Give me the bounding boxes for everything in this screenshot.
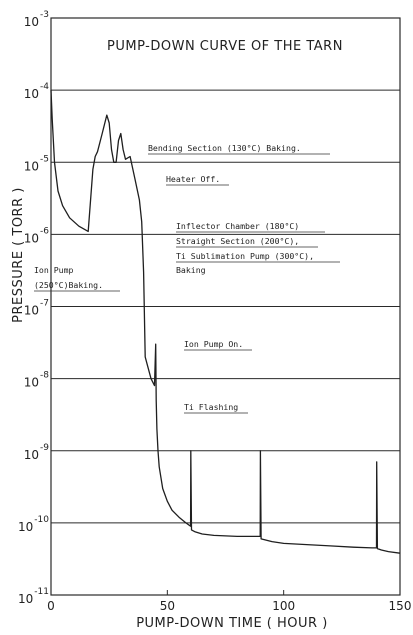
y-tick-exponent: -4: [40, 82, 49, 92]
annotation-heater-off: Heater Off.: [166, 174, 220, 184]
pressure-curve: [50, 90, 401, 554]
curve-layer: [50, 90, 401, 554]
annotation-bending-baking: Bending Section (130°C) Baking.: [148, 143, 301, 153]
annotation-inflector-line-4: Baking: [176, 265, 206, 275]
y-tick-label: 10: [24, 231, 39, 245]
x-tick-labels: 0 50 100 150: [47, 590, 411, 613]
annotation-ion-pump-line-2: (250°C)Baking.: [34, 280, 103, 290]
x-tick-label: 0: [47, 599, 55, 613]
y-tick-label: 10: [24, 15, 39, 29]
y-tick-label: 10: [24, 304, 39, 318]
y-tick-exponent: -3: [40, 10, 49, 20]
annotation-inflector-line-2: Straight Section (200°C),: [176, 236, 299, 246]
y-tick-exponent: -9: [40, 443, 49, 453]
y-tick-exponent: -8: [40, 371, 49, 381]
y-tick-exponent: -11: [34, 587, 49, 597]
y-tick-exponent: -6: [40, 226, 49, 236]
annotation-inflector-line-3: Ti Sublimation Pump (300°C),: [176, 251, 314, 261]
y-tick-exponent: -7: [40, 299, 49, 309]
annotation-ion-pump-on: Ion Pump On.: [184, 339, 243, 349]
x-tick-label: 50: [160, 599, 175, 613]
annotation-inflector-line-1: Inflector Chamber (180°C): [176, 221, 299, 231]
y-tick-exponent: -5: [40, 154, 49, 164]
grid-lines: [51, 89, 400, 524]
x-tick-label: 150: [389, 599, 412, 613]
y-tick-label: 10: [18, 520, 33, 534]
x-axis-label: PUMP-DOWN TIME ( HOUR ): [136, 616, 328, 631]
chart-title: PUMP-DOWN CURVE OF THE TARN: [107, 39, 343, 54]
annotation-ti-flashing: Ti Flashing: [184, 402, 238, 412]
y-tick-label: 10: [24, 376, 39, 390]
y-tick-exponent: -10: [34, 515, 49, 525]
x-tick-label: 100: [272, 599, 295, 613]
y-tick-label: 10: [24, 159, 39, 173]
annotation-ion-pump-line-1: Ion Pump: [34, 265, 74, 275]
y-tick-label: 10: [24, 87, 39, 101]
y-tick-label: 10: [18, 592, 33, 606]
y-tick-label: 10: [24, 448, 39, 462]
y-axis-label: PRESSURE ( TORR ): [11, 187, 26, 323]
